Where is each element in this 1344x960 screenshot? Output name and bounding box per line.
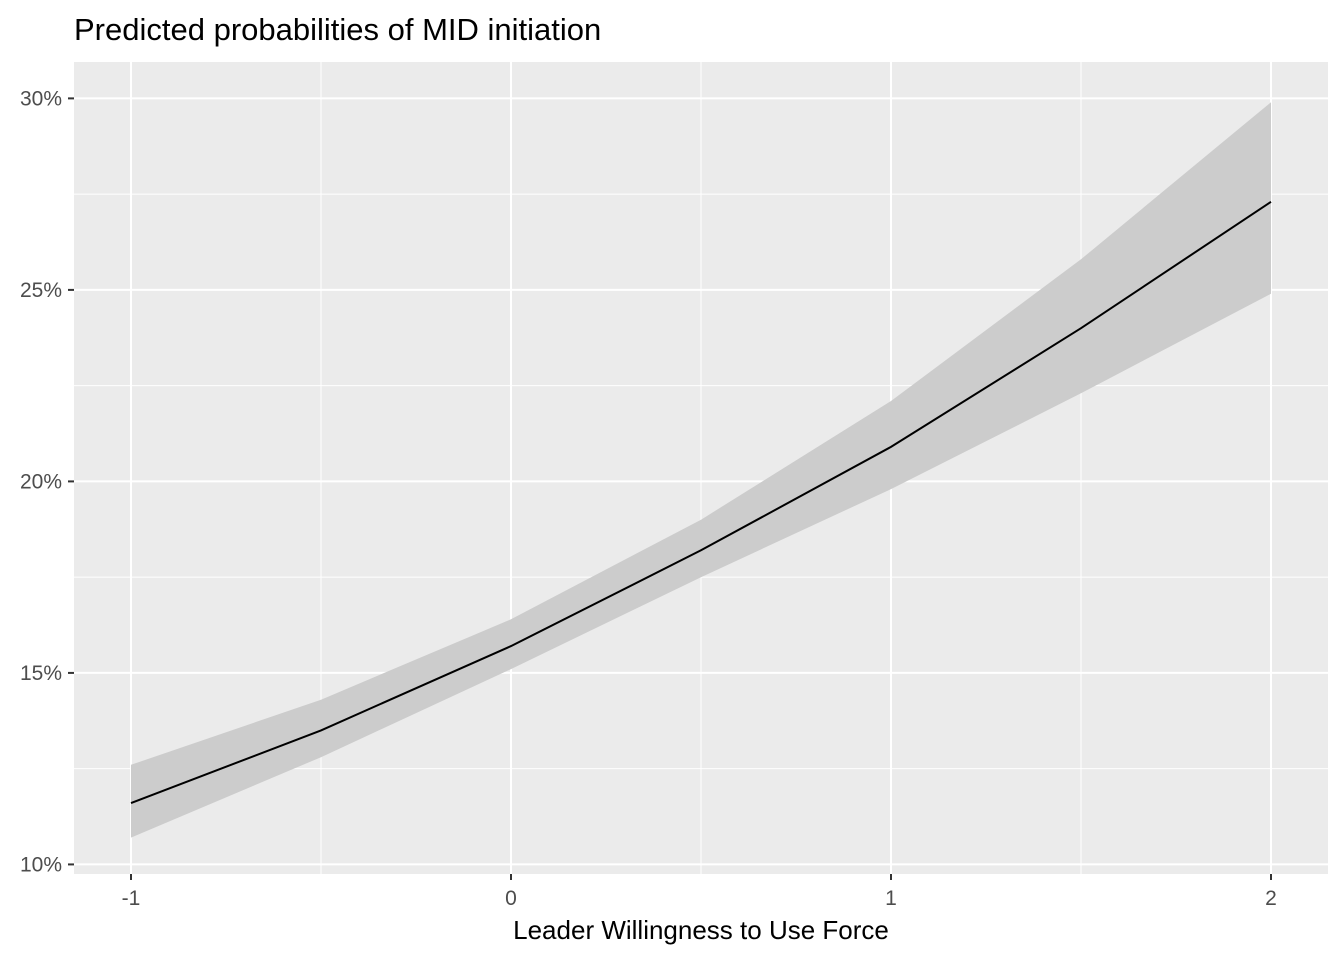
chart-title: Predicted probabilities of MID initiatio… <box>74 12 601 47</box>
y-tick-label: 20% <box>20 470 62 493</box>
x-tick-label: -1 <box>122 887 141 910</box>
confidence-band <box>131 102 1271 838</box>
x-tick-label: 2 <box>1265 887 1277 910</box>
y-tick-label: 10% <box>20 853 62 876</box>
y-tick-label: 30% <box>20 87 62 110</box>
x-tick-label: 0 <box>505 887 517 910</box>
y-tick-label: 15% <box>20 662 62 685</box>
series-line <box>130 200 1272 805</box>
y-axis: 10% 15% 20% 25% 30% <box>20 87 74 876</box>
y-tick-label: 25% <box>20 279 62 302</box>
x-tick-label: 1 <box>885 887 897 910</box>
x-axis-title: Leader Willingness to Use Force <box>513 915 889 945</box>
x-axis: -1 0 1 2 <box>122 874 1277 910</box>
